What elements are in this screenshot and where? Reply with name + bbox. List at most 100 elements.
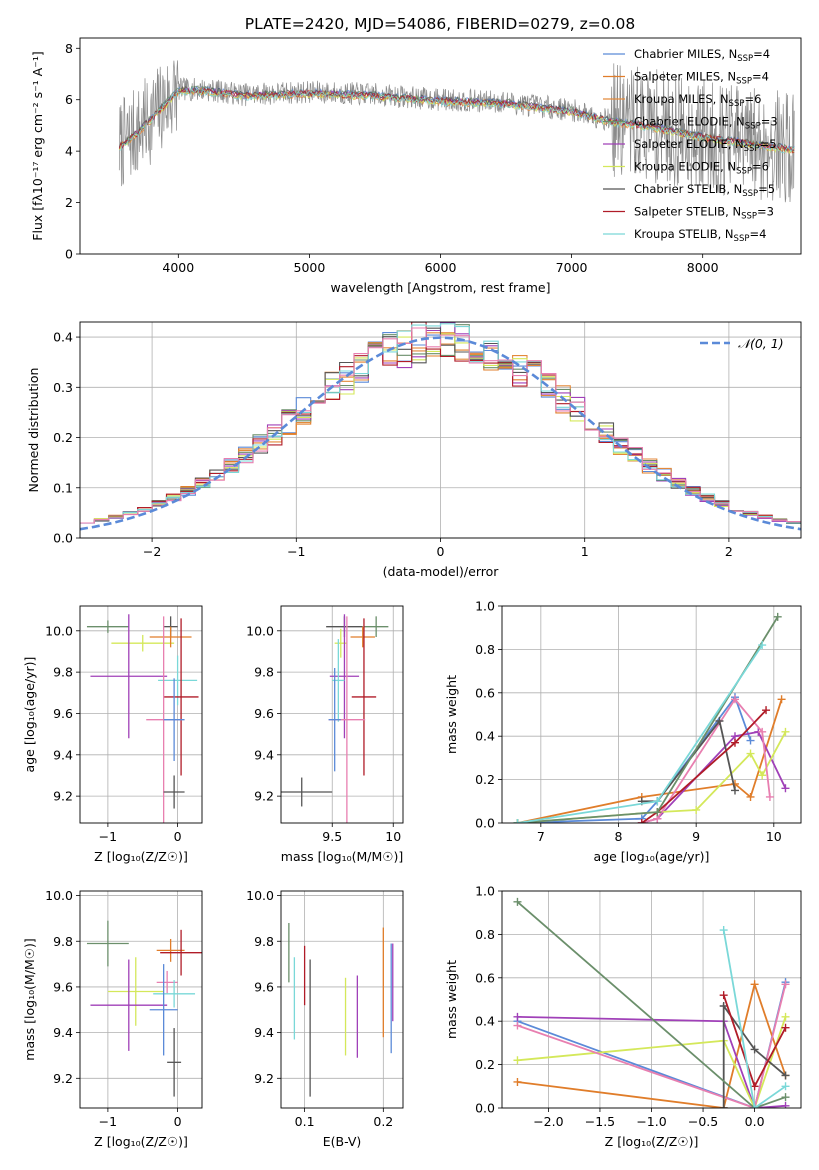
x-axis-label: E(B-V)	[323, 1134, 362, 1149]
legend-entry: Chabrier MILES, NSSP=4	[634, 47, 770, 64]
x-tick-label: 8	[615, 829, 623, 844]
errorbar-point	[163, 618, 199, 776]
x-tick-label: 6000	[425, 260, 457, 275]
series-marker	[750, 1082, 759, 1091]
axes-frame: 0.1 0.2 9.2 9.4 9.6 9.8 10.0 E(B-V)	[246, 888, 404, 1149]
x-tick-label: 0.1	[295, 1114, 315, 1129]
series-marker	[781, 1093, 790, 1102]
y-tick-label: 0.6	[475, 685, 495, 700]
y-tick-label: 9.2	[254, 789, 274, 804]
series-marker	[730, 738, 739, 747]
axes-frame: −2.0 −1.5 −1.0 −0.5 0.0 0.0 0.2 0.4 0.6 0.8 1.0 Z […	[444, 884, 802, 1149]
series-line	[722, 929, 787, 1108]
series-marker	[637, 819, 646, 823]
residual-histogram	[80, 322, 801, 524]
y-axis-label: mass weight	[444, 960, 459, 1039]
errorbar-point	[149, 626, 192, 648]
x-tick-label: 10	[385, 829, 401, 844]
series-marker	[746, 792, 755, 801]
y-tick-label: 9.6	[254, 706, 274, 721]
series-marker	[781, 1012, 790, 1021]
series-line	[722, 1003, 787, 1108]
series-marker	[653, 808, 662, 817]
series-marker	[781, 980, 790, 989]
panel-age-vs-Z: −1 0 9.2 9.4 9.6 9.8 10.0 Z [log₁₀(Z/Z☉)] age [l…	[22, 605, 203, 864]
errorbar-point	[153, 980, 196, 1008]
y-tick-label: 9.6	[254, 979, 274, 994]
errorbar-point	[350, 626, 375, 648]
axes-frame: 4000 5000 6000 7000 8000 0 2 4 6 8 wavelength [Ang…	[30, 37, 802, 295]
series-marker	[750, 980, 759, 989]
y-tick-label: 0.3	[53, 380, 73, 395]
plot-area-massweight-vs-Z	[513, 897, 790, 1108]
axes-frame: −1 0 9.2 9.4 9.6 9.8 10.0 Z [log₁₀(Z/Z☉)] mass […	[22, 888, 203, 1149]
axes-border	[501, 605, 802, 824]
model-spectrum	[118, 87, 795, 153]
x-tick-label: −1.5	[585, 1114, 615, 1129]
panel-mass-vs-EBV: 0.1 0.2 9.2 9.4 9.6 9.8 10.0 E(B-V)	[246, 888, 404, 1149]
x-tick-label: −1	[99, 1114, 117, 1129]
series-marker	[513, 1056, 522, 1065]
x-tick-label: 0	[174, 829, 182, 844]
panel-mass-vs-Z: −1 0 9.2 9.4 9.6 9.8 10.0 Z [log₁₀(Z/Z☉)] mass […	[22, 888, 203, 1149]
series-marker	[781, 1101, 790, 1108]
series-marker	[513, 1012, 522, 1021]
series-marker	[750, 1045, 759, 1054]
y-tick-label: 0.2	[475, 1057, 495, 1072]
y-tick-label: 4	[65, 144, 73, 159]
plot-area-residuals	[80, 322, 801, 531]
series-marker	[758, 727, 767, 736]
legend-entry: 𝒩(0, 1)	[738, 336, 784, 351]
legend-entry: Chabrier ELODIE, NSSP=3	[634, 115, 778, 132]
errorbar-point	[163, 678, 185, 761]
x-axis-label: wavelength [Angstrom, rest frame]	[330, 280, 550, 295]
series-marker	[762, 706, 771, 715]
y-tick-label: 9.8	[53, 665, 73, 680]
x-tick-label: −2.0	[533, 1114, 563, 1129]
x-tick-label: 4000	[162, 260, 194, 275]
spectrum-legend: Chabrier MILES, NSSP=4 Salpeter MILES, NS…	[603, 47, 778, 244]
series-marker	[715, 717, 724, 726]
x-tick-label: 0.2	[373, 1114, 393, 1129]
axes-border	[79, 605, 203, 824]
series-marker	[513, 1077, 522, 1086]
normal-curve	[80, 336, 801, 531]
y-tick-label: 0.4	[475, 729, 495, 744]
series-marker	[781, 1023, 790, 1032]
series-marker	[781, 1082, 790, 1091]
x-tick-label: 0	[174, 1114, 182, 1129]
x-tick-label: 0	[437, 544, 445, 559]
axes-frame: 9.5 10 9.2 9.4 9.6 9.8 10.0 mass [log₁₀(M/M☉)]	[246, 605, 404, 864]
y-tick-label: 0.8	[475, 927, 495, 942]
y-tick-label: 10.0	[45, 888, 73, 903]
x-tick-label: −2	[143, 544, 161, 559]
y-tick-label: 9.4	[53, 1025, 73, 1040]
y-tick-label: 8	[65, 41, 73, 56]
figure-title: PLATE=2420, MJD=54086, FIBERID=0279, z=0…	[245, 15, 635, 33]
y-tick-label: 9.8	[53, 934, 73, 949]
model-spectrum	[118, 85, 795, 152]
y-tick-label: 10.0	[246, 888, 274, 903]
y-tick-label: 0.2	[475, 772, 495, 787]
y-axis-label: Flux [fλ10⁻¹⁷ erg cm⁻² s⁻¹ A⁻¹]	[30, 51, 45, 240]
x-tick-label: 9.5	[322, 829, 342, 844]
y-tick-label: 0.2	[53, 430, 73, 445]
legend-entry: Chabrier STELIB, NSSP=5	[634, 182, 775, 199]
x-tick-label: 7000	[556, 260, 588, 275]
plot-area-age-vs-Z	[86, 614, 199, 823]
axes-frame: 7 8 9 10 0.0 0.2 0.4 0.6 0.8 1.0 age [log₁₀(age/yr…	[444, 599, 802, 864]
y-axis-label: mass [log₁₀(M/M☉)]	[22, 938, 37, 1060]
legend-entry: Kroupa ELODIE, NSSP=6	[634, 160, 769, 177]
legend-entry: Salpeter STELIB, NSSP=3	[634, 205, 774, 222]
y-tick-label: 0.0	[475, 816, 495, 831]
axes-border	[280, 890, 404, 1109]
series-line	[517, 984, 787, 1108]
plot-area-mass-vs-EBV	[288, 922, 394, 1097]
legend-entry: Salpeter MILES, NSSP=4	[634, 70, 769, 87]
x-tick-label: 7	[537, 829, 545, 844]
x-tick-label: −1	[287, 544, 305, 559]
x-axis-label: Z [log₁₀(Z/Z☉)]	[605, 1134, 699, 1149]
errorbar-point	[160, 929, 202, 976]
y-tick-label: 0.6	[475, 970, 495, 985]
x-tick-label: 8000	[687, 260, 719, 275]
